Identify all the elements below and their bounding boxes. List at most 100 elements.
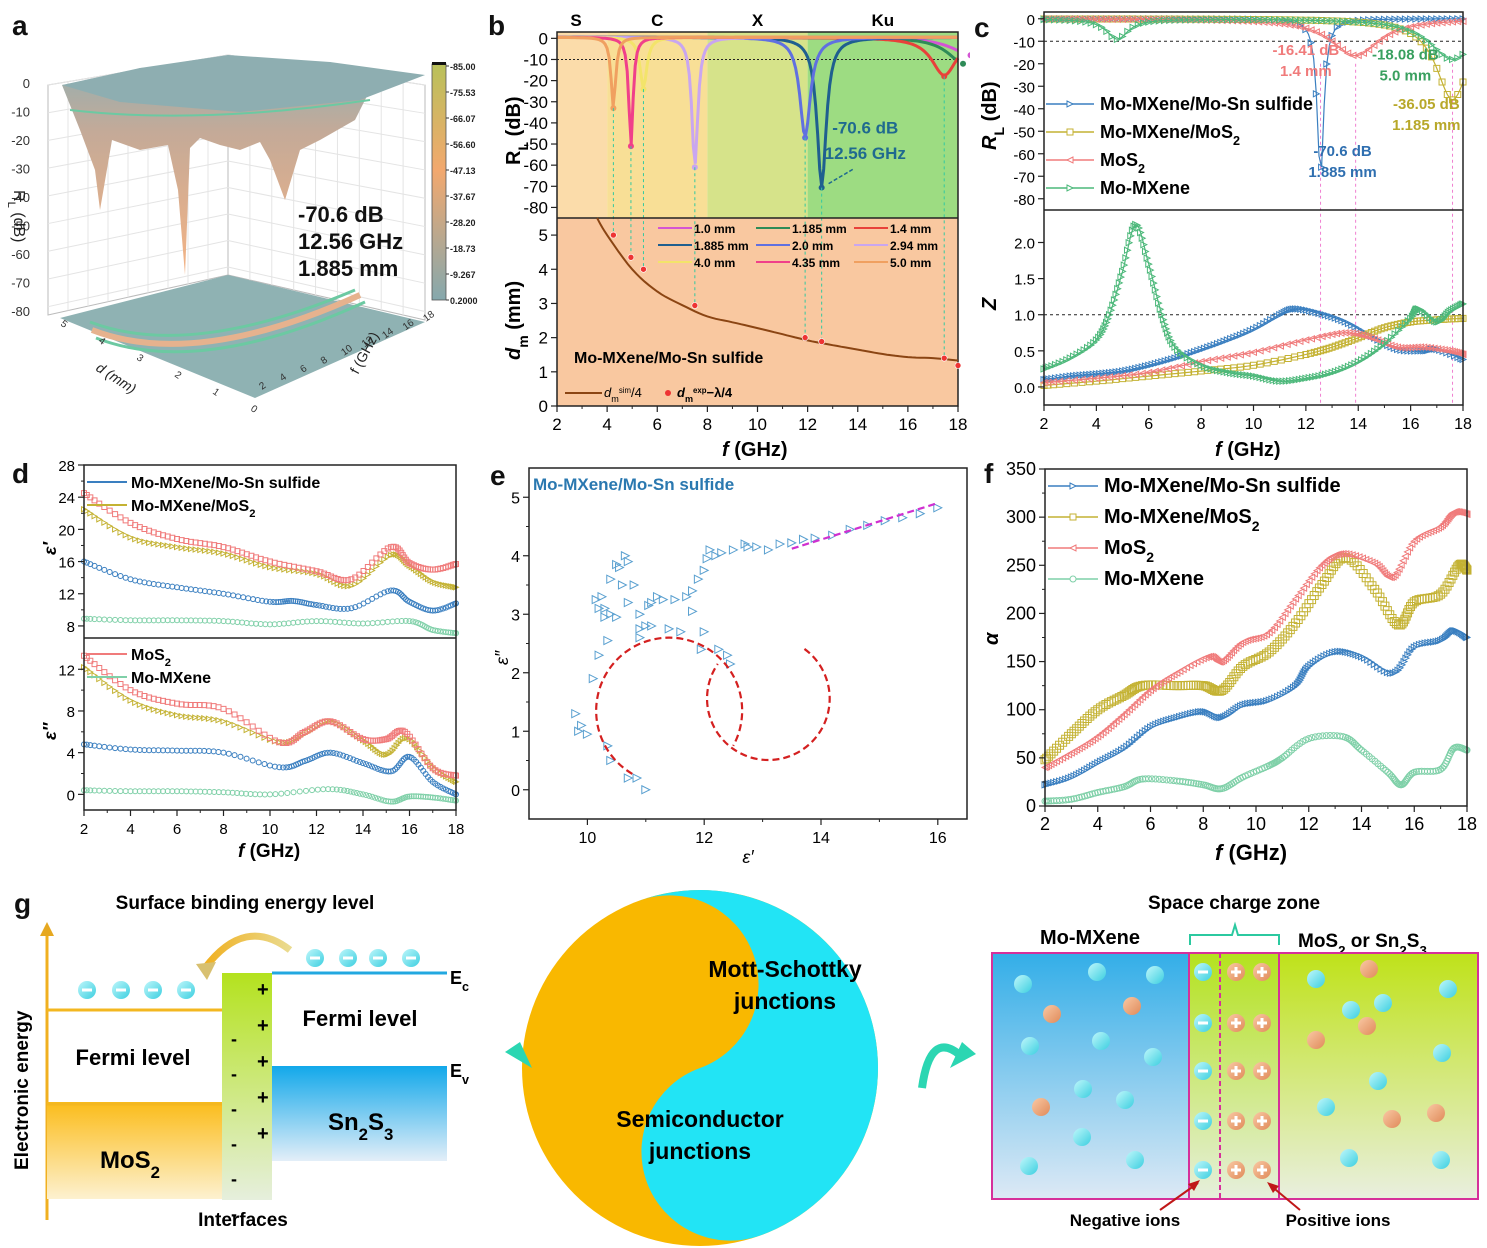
- marker: [402, 556, 409, 563]
- e-x-tick-label: 12: [695, 830, 713, 847]
- z-marker: [1197, 367, 1205, 375]
- rl-marker: [1433, 15, 1441, 23]
- e-xlabel: ε′: [742, 847, 754, 867]
- z-marker: [1295, 337, 1304, 346]
- alpha-marker: [1136, 776, 1144, 783]
- marker: [392, 766, 399, 773]
- interface-minus: -: [231, 1134, 237, 1154]
- marker: [364, 563, 371, 570]
- alpha-marker: [1070, 795, 1078, 803]
- marker: [122, 746, 129, 753]
- marker: [243, 726, 251, 734]
- scatter-point: [647, 597, 657, 608]
- c-xlabel: f (GHz): [1215, 439, 1281, 460]
- marker: [356, 578, 363, 585]
- right-material-label-part: or Sn: [1346, 931, 1400, 952]
- marker: [299, 730, 306, 737]
- marker: [150, 706, 158, 713]
- marker: [383, 736, 390, 743]
- alpha-marker: [1406, 601, 1416, 611]
- marker: [174, 543, 181, 551]
- marker: [324, 749, 331, 756]
- orange-ion: [1383, 1110, 1401, 1128]
- z-marker: [1138, 234, 1147, 243]
- right-material-label-part: 2: [1399, 943, 1406, 958]
- marker: [211, 548, 218, 556]
- marker: [112, 677, 119, 684]
- marker: [87, 742, 94, 749]
- marker: [215, 716, 223, 724]
- marker: [377, 796, 384, 803]
- z-marker: [1105, 310, 1114, 319]
- z-marker: [1223, 353, 1231, 361]
- rl-marker: [1071, 16, 1080, 25]
- marker: [337, 786, 344, 793]
- panel-label-c: c: [974, 12, 990, 43]
- marker: [453, 600, 460, 607]
- marker: [122, 617, 129, 624]
- z-marker: [1115, 279, 1124, 287]
- marker: [87, 657, 94, 664]
- marker: [333, 786, 340, 793]
- z-marker: [1403, 343, 1411, 352]
- d-bottom-y-tick-label: 0: [67, 787, 75, 804]
- alpha-marker: [1272, 620, 1281, 629]
- marker: [360, 791, 367, 798]
- marker: [334, 580, 342, 587]
- z-marker: [1164, 364, 1172, 373]
- marker: [277, 598, 284, 605]
- rl-marker: [1291, 16, 1300, 24]
- z-tick-label: -80: [11, 304, 30, 319]
- b-bottom-ylabel: dm (mm): [503, 281, 531, 360]
- marker: [337, 605, 344, 612]
- marker: [372, 794, 379, 801]
- alpha-marker: [1395, 565, 1403, 573]
- marker: [445, 563, 452, 570]
- b-bottom-y-tick-label: 2: [539, 329, 548, 348]
- e-x-tick-label: 10: [579, 830, 597, 847]
- legend-label: 2.0 mm: [792, 239, 833, 253]
- alpha-marker: [1463, 746, 1471, 754]
- marker: [369, 559, 376, 566]
- z-marker: [1336, 329, 1345, 337]
- marker: [225, 551, 232, 558]
- alpha-marker: [1443, 514, 1452, 523]
- marker: [398, 554, 405, 561]
- marker: [250, 596, 257, 603]
- marker: [174, 711, 181, 719]
- b-top-ylabel-part: (dB): [503, 96, 525, 142]
- b-x-tick-label: 2: [552, 415, 561, 434]
- electron-right-minus: [310, 956, 320, 960]
- marker: [421, 755, 428, 762]
- alpha-marker: [1261, 764, 1269, 772]
- marker: [206, 547, 214, 555]
- alpha-marker: [1066, 729, 1076, 739]
- alpha-marker: [1360, 748, 1368, 756]
- alpha-marker: [1433, 591, 1443, 601]
- rl-marker: [1433, 64, 1441, 72]
- positive-ion-sign-v: [1234, 1066, 1238, 1076]
- sn2s3-label-part: S: [368, 1109, 384, 1136]
- marker: [360, 760, 367, 767]
- z-marker: [1145, 372, 1153, 380]
- d-axis-label: d (mm): [93, 359, 139, 397]
- marker: [83, 615, 90, 622]
- alpha-marker: [1104, 724, 1112, 733]
- eps2-series-0: [81, 741, 460, 798]
- legend-label-part: MoS: [1104, 537, 1146, 559]
- marker: [276, 565, 284, 573]
- z-marker: [1351, 329, 1360, 338]
- alpha-marker: [1372, 588, 1382, 598]
- z-marker: [1297, 352, 1305, 360]
- legend-marker: [1069, 513, 1077, 521]
- alpha-marker: [1199, 707, 1208, 716]
- marker: [286, 739, 293, 746]
- inset-label: Mo-MXene/Mo-Sn sulfide: [533, 475, 734, 494]
- negative-ion-sign: [1198, 1069, 1208, 1073]
- marker: [106, 683, 114, 691]
- annotation-freq: 12.56 GHz: [825, 144, 906, 163]
- rl-marker: [1213, 15, 1221, 24]
- alpha-marker: [1400, 614, 1410, 624]
- marker: [350, 789, 357, 796]
- marker: [237, 715, 244, 722]
